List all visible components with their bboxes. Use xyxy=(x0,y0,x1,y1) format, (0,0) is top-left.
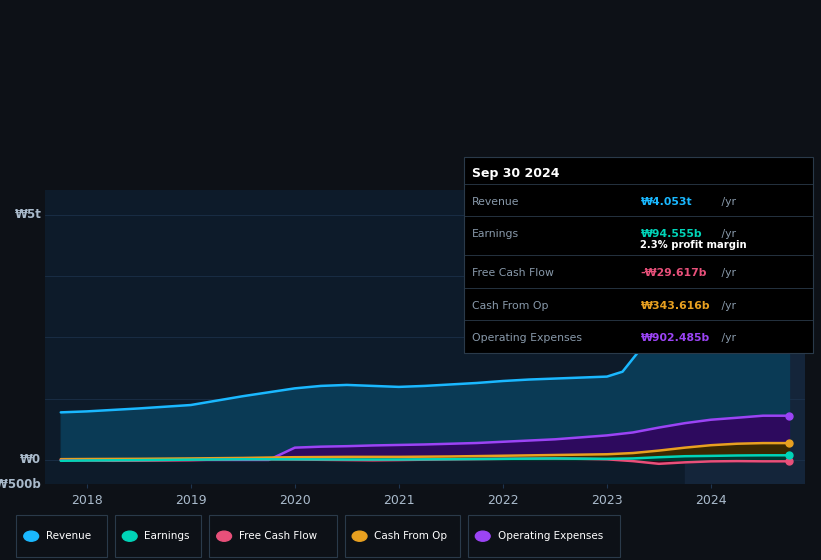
Text: ₩94.555b: ₩94.555b xyxy=(640,229,702,239)
Text: Operating Expenses: Operating Expenses xyxy=(498,531,603,541)
Text: ₩343.616b: ₩343.616b xyxy=(640,301,710,311)
Text: 2.3% profit margin: 2.3% profit margin xyxy=(640,240,747,250)
Text: Free Cash Flow: Free Cash Flow xyxy=(239,531,317,541)
Text: /yr: /yr xyxy=(718,229,736,239)
Text: Sep 30 2024: Sep 30 2024 xyxy=(472,167,560,180)
Text: ₩902.485b: ₩902.485b xyxy=(640,333,709,343)
Text: Revenue: Revenue xyxy=(472,197,520,207)
Text: /yr: /yr xyxy=(718,268,736,278)
Text: Cash From Op: Cash From Op xyxy=(472,301,548,311)
Text: Earnings: Earnings xyxy=(472,229,519,239)
Text: -₩29.617b: -₩29.617b xyxy=(640,268,707,278)
Bar xyxy=(685,190,805,484)
Text: Free Cash Flow: Free Cash Flow xyxy=(472,268,554,278)
Text: /yr: /yr xyxy=(718,333,736,343)
Text: Cash From Op: Cash From Op xyxy=(374,531,447,541)
Text: Operating Expenses: Operating Expenses xyxy=(472,333,582,343)
Text: Revenue: Revenue xyxy=(46,531,91,541)
Text: -₩500b: -₩500b xyxy=(0,478,41,491)
Text: /yr: /yr xyxy=(718,301,736,311)
Text: ₩5t: ₩5t xyxy=(15,208,41,221)
Text: Earnings: Earnings xyxy=(144,531,190,541)
Text: /yr: /yr xyxy=(718,197,736,207)
Text: ₩0: ₩0 xyxy=(21,454,41,466)
Text: ₩4.053t: ₩4.053t xyxy=(640,197,692,207)
